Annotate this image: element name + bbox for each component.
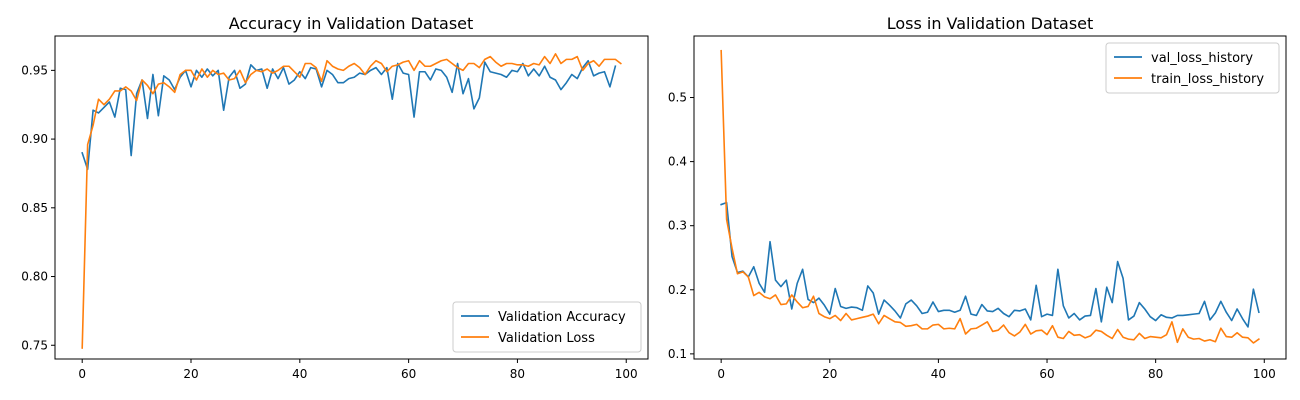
loss-legend-label: train_loss_history <box>1151 72 1264 87</box>
loss-xtick-label: 20 <box>822 367 837 381</box>
accuracy-ytick-label: 0.85 <box>21 201 48 215</box>
accuracy-legend-label: Validation Accuracy <box>498 310 626 325</box>
loss-chart-title: Loss in Validation Dataset <box>887 14 1094 33</box>
accuracy-ytick-label: 0.80 <box>21 270 48 284</box>
loss-ytick-label: 0.5 <box>668 91 687 105</box>
accuracy-ytick-label: 0.95 <box>21 63 48 77</box>
loss-xtick-label: 60 <box>1039 367 1054 381</box>
loss-series-line-1 <box>720 201 1260 328</box>
accuracy-xtick-label: 40 <box>292 367 307 381</box>
loss-xtick-label: 40 <box>931 367 946 381</box>
accuracy-ytick-label: 0.90 <box>21 132 48 146</box>
loss-legend-label: val_loss_history <box>1151 51 1253 66</box>
accuracy-xtick-label: 80 <box>510 367 525 381</box>
loss-xtick-label: 80 <box>1148 367 1163 381</box>
loss-ytick-label: 0.1 <box>668 347 687 361</box>
loss-axes-frame <box>693 35 1287 360</box>
accuracy-xtick-label: 100 <box>615 367 638 381</box>
loss-ytick-label: 0.2 <box>668 283 687 297</box>
accuracy-xtick-label: 20 <box>183 367 198 381</box>
accuracy-series-line-1 <box>81 59 617 171</box>
accuracy-legend: Validation Accuracy Validation Loss <box>452 301 642 353</box>
loss-chart: Loss in Validation Dataset 0 20 40 60 80 100 … <box>668 14 1287 381</box>
loss-series-line-2 <box>720 49 1260 344</box>
accuracy-xtick-label: 60 <box>401 367 416 381</box>
accuracy-series-line-2 <box>81 53 622 349</box>
accuracy-legend-box <box>452 301 642 353</box>
accuracy-chart: Accuracy in Validation Dataset 0 20 40 60 80… <box>21 14 649 381</box>
accuracy-xtick-label: 0 <box>78 367 86 381</box>
loss-xtick-label: 0 <box>717 367 725 381</box>
accuracy-chart-title: Accuracy in Validation Dataset <box>229 14 474 33</box>
loss-xtick-label: 100 <box>1253 367 1276 381</box>
accuracy-ytick-label: 0.75 <box>21 338 48 352</box>
loss-legend: val_loss_history train_loss_history <box>1105 42 1280 94</box>
accuracy-axes-frame <box>54 35 649 360</box>
loss-ytick-label: 0.4 <box>668 155 687 169</box>
loss-legend-box <box>1105 42 1280 94</box>
accuracy-legend-label: Validation Loss <box>498 331 595 346</box>
loss-ytick-label: 0.3 <box>668 219 687 233</box>
